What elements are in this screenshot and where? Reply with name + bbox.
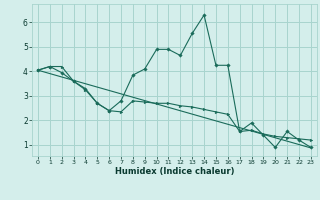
- X-axis label: Humidex (Indice chaleur): Humidex (Indice chaleur): [115, 167, 234, 176]
